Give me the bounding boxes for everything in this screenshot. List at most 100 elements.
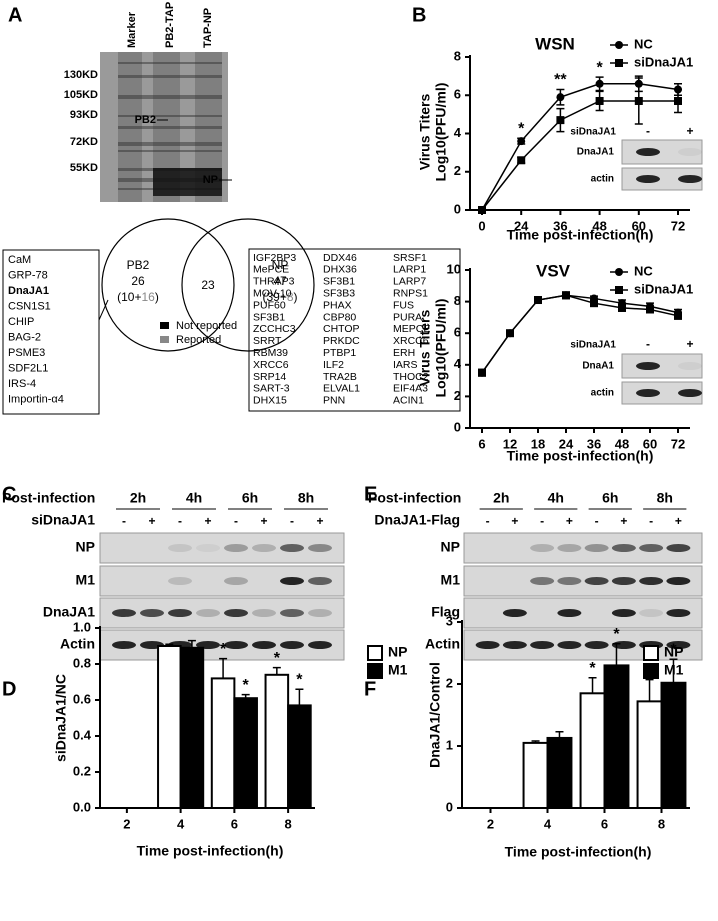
blot-band — [557, 609, 582, 617]
y-tick-label: 6 — [454, 87, 461, 102]
blot-band — [252, 609, 276, 617]
gel-band — [118, 126, 222, 129]
time-label: 6h — [242, 490, 258, 506]
blot-band — [196, 544, 220, 552]
blot-band — [280, 544, 304, 552]
x-tick-label: 2 — [487, 816, 494, 831]
time-label: 8h — [298, 490, 314, 506]
protein: THOC2 — [393, 371, 429, 383]
blot-band — [584, 544, 609, 552]
x-tick-label: 0 — [478, 218, 485, 233]
list-box — [248, 248, 461, 412]
blot-condition: DnaJA1-Flag — [374, 512, 460, 528]
protein: TRA2B — [323, 371, 357, 383]
legend-label: NC — [634, 36, 653, 51]
point — [595, 79, 604, 88]
inset-row: actin — [591, 174, 614, 185]
blot-band — [557, 544, 582, 552]
blot-band — [678, 389, 702, 397]
sign: + — [675, 514, 682, 528]
x-tick-label: 48 — [615, 436, 629, 451]
marker-label: 72KD — [70, 136, 98, 148]
sign: + — [204, 514, 211, 528]
legend-label: NC — [634, 263, 653, 278]
bar — [522, 741, 549, 810]
y-axis-label: siDnaJA1/NC — [53, 674, 69, 762]
blot — [621, 353, 703, 379]
blot-band — [112, 641, 136, 649]
blot — [463, 597, 703, 629]
blot — [463, 565, 703, 597]
venn-split: (10+16) — [117, 290, 159, 304]
legend-swatch — [160, 336, 169, 343]
blot-band — [308, 544, 332, 552]
y-axis-label: Virus Titers — [417, 310, 433, 387]
blot-band — [168, 544, 192, 552]
sign: + — [148, 514, 155, 528]
y-tick-label: 8 — [454, 293, 461, 308]
protein: DHX36 — [323, 264, 357, 276]
y-axis-label: Log10(PFU/ml) — [433, 83, 449, 182]
protein: RBM39 — [253, 347, 288, 359]
protein: CSN1S1 — [8, 300, 51, 312]
blot-row: Flag — [431, 604, 460, 620]
y-tick-label: 6 — [454, 325, 461, 340]
blot — [463, 532, 703, 564]
blot-row: DnaJA1 — [43, 604, 95, 620]
x-tick-label: 72 — [671, 218, 685, 233]
protein: DnaJA1 — [8, 285, 49, 297]
chart-title: WSN — [535, 34, 575, 53]
point — [517, 156, 526, 165]
blot-condition: siDnaJA1 — [31, 512, 95, 528]
blot — [99, 565, 345, 597]
venn-circle — [101, 218, 235, 352]
x-tick-label: 48 — [592, 218, 606, 233]
y-tick-label: 4 — [454, 125, 462, 140]
time-label: 6h — [602, 490, 618, 506]
legend-label: NP — [664, 644, 683, 660]
legend-label: M1 — [388, 662, 408, 678]
sign: + — [566, 514, 573, 528]
marker-label: 55KD — [70, 162, 98, 174]
blot — [99, 532, 345, 564]
blot-band — [112, 609, 136, 617]
legend-swatch — [643, 645, 659, 661]
significance: * — [518, 121, 525, 138]
x-tick-label: 72 — [671, 436, 685, 451]
protein: MePCE — [253, 264, 289, 276]
list-box — [2, 249, 100, 415]
gel-band — [118, 115, 222, 117]
point — [618, 303, 626, 312]
marker-label: 93KD — [70, 109, 98, 121]
protein: PRKDC — [323, 335, 360, 347]
error-bar — [588, 677, 597, 694]
protein: PHAX — [323, 299, 352, 311]
bar — [264, 673, 290, 809]
protein: MOV-10 — [253, 287, 292, 299]
y-tick-label: 10 — [447, 261, 461, 276]
time-label: 4h — [548, 490, 564, 506]
bar — [157, 645, 182, 809]
error-bar — [645, 678, 654, 702]
point — [562, 291, 570, 300]
series-line — [481, 294, 679, 374]
blot-band — [224, 609, 248, 617]
panel-label: A — [8, 4, 22, 26]
protein: CHTOP — [323, 323, 360, 335]
venn-label: NP — [272, 258, 289, 272]
legend-marker — [615, 59, 623, 67]
sign: - — [178, 514, 182, 528]
blot-band — [280, 641, 304, 649]
inset-sign: + — [686, 337, 693, 351]
marker-label: 130KD — [64, 69, 98, 81]
x-tick-label: 6 — [601, 816, 608, 831]
gel-band — [118, 62, 222, 64]
error-bar — [295, 688, 304, 706]
significance: * — [596, 59, 603, 76]
significance: * — [296, 671, 303, 688]
point — [534, 296, 542, 305]
protein: CaM — [8, 254, 31, 266]
blot-band — [530, 641, 555, 649]
x-tick-label: 36 — [587, 436, 601, 451]
series-line — [481, 83, 679, 211]
